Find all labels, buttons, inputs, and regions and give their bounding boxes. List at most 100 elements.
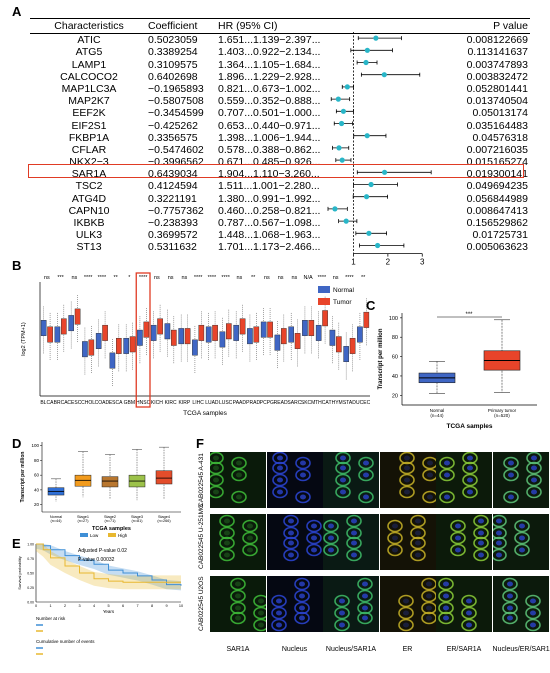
- hr-point: [366, 230, 372, 236]
- p-cell: 0.008647413: [466, 204, 528, 217]
- tumor-box: [294, 333, 301, 349]
- forest-header: Characteristics Coefficient HR (95% CI) …: [30, 18, 530, 35]
- normal-box: [205, 326, 212, 343]
- gene-cell: CALCOCO2: [60, 70, 118, 83]
- tumor-box: [88, 339, 95, 356]
- pan-cancer-label: CESC: [67, 400, 81, 406]
- f-row-label: CAB022545 A-431: [198, 453, 205, 507]
- cell-blobs: [502, 452, 542, 504]
- sar1a-highlight: [28, 164, 524, 178]
- hr-point: [381, 72, 387, 78]
- pan-cancer-label: KIRC: [165, 400, 177, 406]
- forest-tick-label: 2: [386, 258, 391, 267]
- normal-box: [219, 331, 226, 348]
- e-xtick-label: 3: [78, 604, 80, 608]
- panel-f-letter: F: [196, 436, 204, 451]
- cell-blobs: [230, 577, 266, 632]
- p-cell: 0.056844989: [466, 192, 528, 205]
- micro-image: [323, 452, 379, 508]
- cell-blobs: [270, 577, 310, 632]
- micro-image: [323, 514, 379, 570]
- e-low-curve: [36, 543, 182, 586]
- c-ylabel: Transcript per million: [378, 328, 384, 389]
- hr-point: [363, 59, 369, 66]
- pan-sig-label: ****: [139, 275, 148, 281]
- panel-c-boxplot: 20 40 60 80 100 Transcript per million *** Norm…: [378, 312, 537, 430]
- pan-sig-label: ns: [44, 275, 50, 281]
- hr-cell: 0.821...0.673−1.002...: [218, 82, 321, 95]
- c-group-label: Primary tumor: [488, 408, 517, 413]
- hr-cell: 1.380...0.991−1.992...: [218, 192, 321, 205]
- d-xlabel: TCGA samples: [92, 526, 131, 532]
- tumor-box: [143, 321, 150, 338]
- p-cell: 0.05013174: [472, 107, 528, 120]
- micro-image: [210, 514, 266, 570]
- pan-cancer-label: KICH: [151, 400, 163, 406]
- normal-box: [288, 326, 294, 343]
- d-tick-label: 100: [31, 443, 39, 448]
- pan-cancer-label: READ: [274, 400, 288, 406]
- forest-tick-label: 1: [351, 258, 356, 267]
- pan-cancer-label: CHOL: [81, 400, 95, 406]
- f-column-label: Nucleus/SAR1A: [325, 646, 377, 653]
- pan-cancer-label: GBM: [124, 400, 135, 406]
- coef-cell: −0.7757362: [148, 204, 204, 217]
- normal-box: [123, 337, 129, 354]
- pan-sig-label: ns: [333, 275, 339, 281]
- gene-cell: EIF2S1: [71, 119, 107, 132]
- pan-ylabel: log2 (TPM+1): [21, 322, 27, 356]
- pan-sig-label: ns: [154, 275, 160, 281]
- hr-point: [340, 108, 347, 114]
- pan-cancer-label: SKCM: [301, 400, 315, 406]
- normal-box: [178, 328, 184, 345]
- d-ylabel: Transcript per million: [20, 452, 26, 503]
- e-xtick-label: 9: [165, 604, 167, 608]
- tumor-box: [61, 318, 67, 335]
- c-tick-label: 60: [392, 355, 398, 361]
- normal-box: [95, 333, 102, 349]
- hr-cell: 1.701...1.173−2.466...: [218, 241, 321, 254]
- gene-cell: EEF2K: [72, 107, 106, 120]
- coef-cell: 0.5023059: [148, 34, 198, 47]
- hr-cell: 1.448...1.068−1.963...: [218, 229, 321, 242]
- legend-tumor-label: Tumor: [333, 299, 352, 306]
- forest-table: Characteristics Coefficient HR (95% CI) …: [30, 18, 530, 254]
- e-xtick-label: 0: [35, 604, 37, 608]
- tumor-box: [212, 324, 218, 341]
- gene-cell: CFLAR: [71, 143, 107, 156]
- coef-cell: 0.3356575: [148, 131, 198, 144]
- coef-cell: −0.1965893: [148, 82, 204, 95]
- c-sig-label: ***: [465, 312, 473, 318]
- micro-image: [492, 576, 549, 632]
- hr-cell: 0.460...0.258−0.821...: [218, 204, 321, 217]
- micro-image: [210, 452, 266, 508]
- hr-point: [373, 35, 379, 41]
- e-ytick-label: 0.00: [27, 601, 34, 605]
- d-legend-low-swatch: [80, 533, 88, 537]
- cell-blobs: [271, 452, 311, 504]
- tumor-box: [308, 320, 315, 336]
- pan-sig-label: ns: [264, 275, 270, 281]
- e-xtick-label: 10: [179, 604, 183, 608]
- gene-cell: ATIC: [77, 34, 101, 47]
- coef-cell: 0.3221191: [148, 192, 197, 205]
- pan-sig-label: ns: [291, 275, 297, 281]
- normal-box: [233, 324, 239, 341]
- c-xlabel: TCGA samples: [447, 423, 493, 430]
- micro-image: [210, 576, 266, 632]
- pan-sig-label: ****: [221, 275, 230, 281]
- cell-blobs: [438, 577, 477, 632]
- d-box: [155, 470, 173, 485]
- p-cell: 0.003832472: [466, 70, 528, 83]
- d-group-n: (n=266): [157, 519, 171, 523]
- header-plot: [326, 20, 436, 32]
- cell-blobs: [386, 514, 426, 562]
- p-cell: 0.003747893: [466, 58, 528, 71]
- legend-tumor-swatch: [318, 298, 330, 305]
- hr-point: [339, 157, 345, 163]
- cell-blobs: [439, 452, 478, 504]
- panel-d-letter: D: [12, 436, 22, 451]
- pan-sig-label: ns: [181, 275, 187, 281]
- e-xtick-label: 1: [49, 604, 51, 608]
- pan-cancer-label: THCA: [315, 400, 329, 406]
